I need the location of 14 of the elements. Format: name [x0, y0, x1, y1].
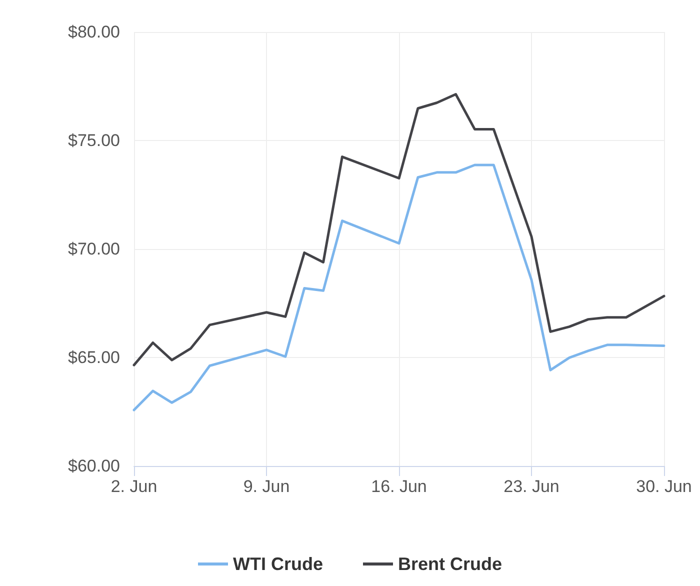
y-tick-label: $65.00	[68, 348, 120, 367]
x-tick-label: 2. Jun	[110, 477, 158, 496]
y-tick-label: $80.00	[68, 22, 120, 42]
line-series	[132, 93, 666, 366]
y-tick-label: $75.00	[68, 131, 120, 150]
legend-label: WTI Crude	[233, 554, 323, 574]
x-tick-label: 9. Jun	[243, 477, 290, 496]
x-tick-label: 30. Jun	[636, 477, 692, 496]
line-series	[132, 164, 666, 412]
x-tick-label: 16. Jun	[371, 477, 427, 496]
y-tick-label: $70.00	[68, 240, 120, 258]
y-tick-label: $60.00	[68, 456, 120, 476]
legend-label: Brent Crude	[398, 554, 502, 574]
x-tick-label: 23. Jun	[504, 477, 560, 496]
